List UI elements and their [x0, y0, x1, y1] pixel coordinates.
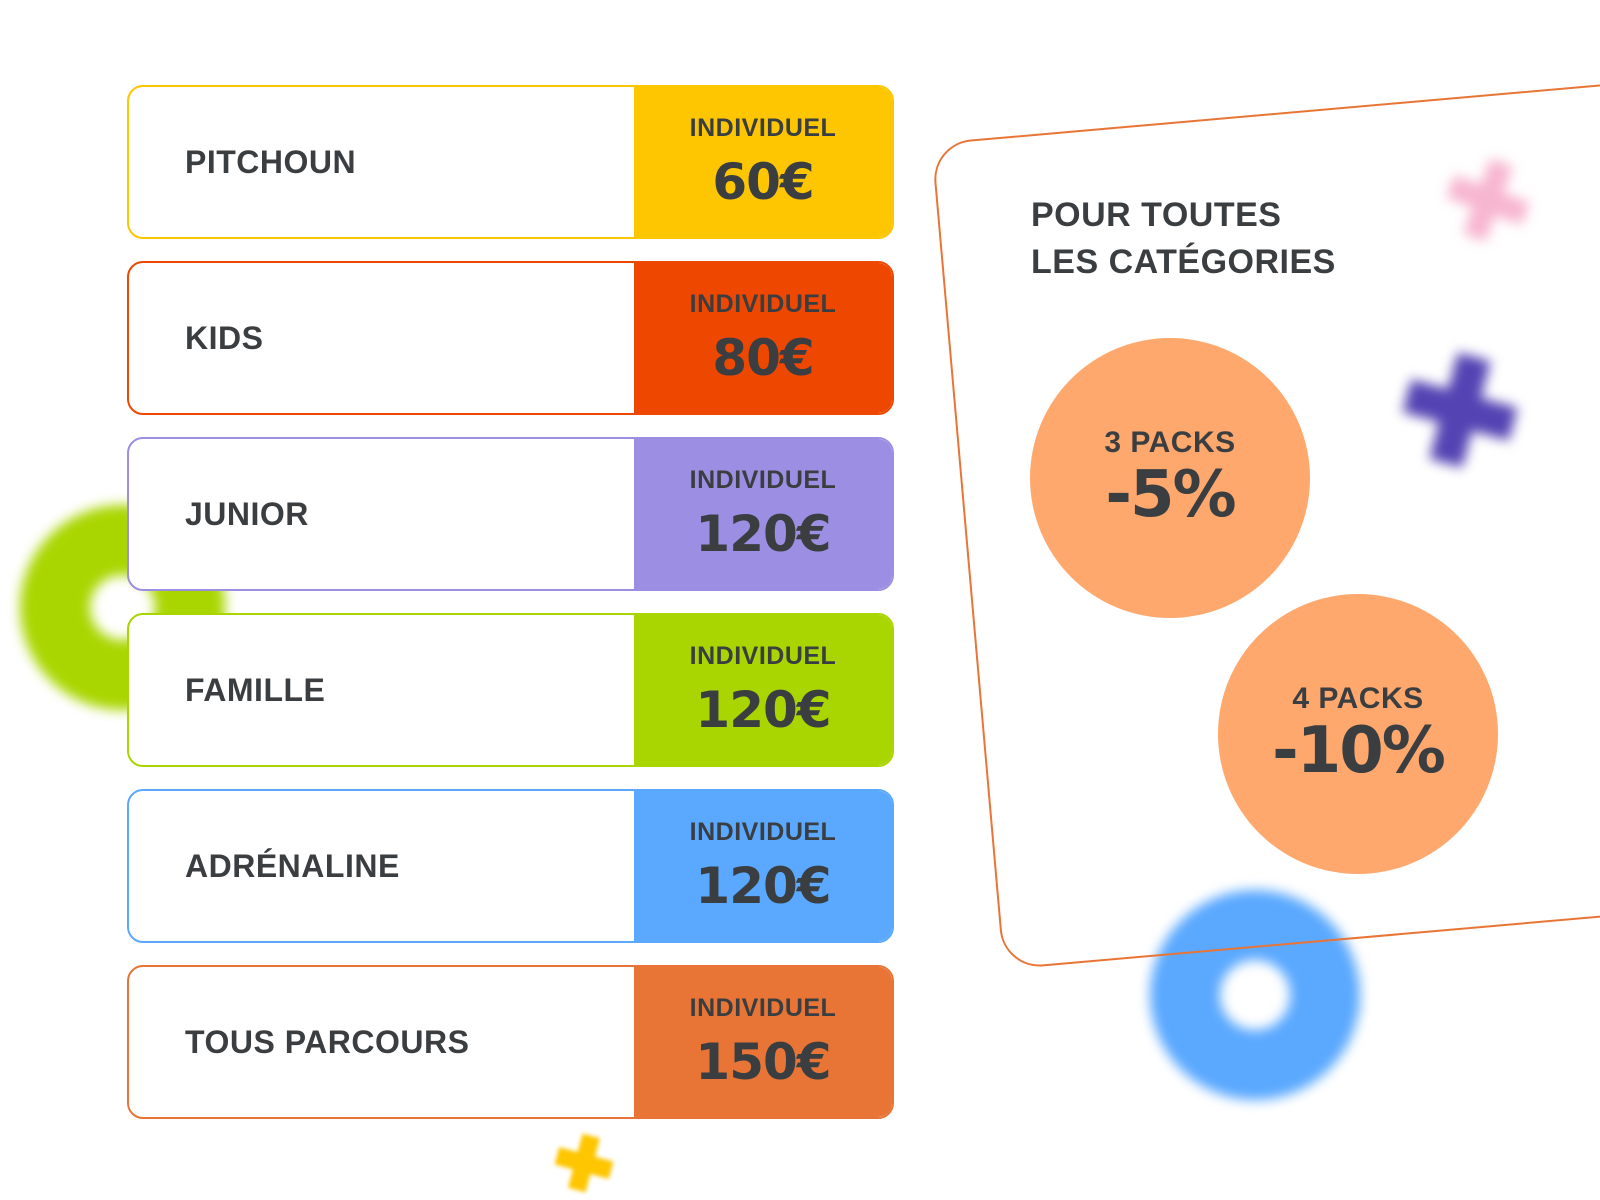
category-name: ADRÉNALINE	[185, 847, 400, 884]
price-card: KIDS INDIVIDUEL 80€	[127, 261, 894, 415]
price-label: INDIVIDUEL	[689, 113, 837, 142]
price-label: INDIVIDUEL	[689, 641, 837, 670]
price-panel: INDIVIDUEL 60€	[634, 87, 892, 237]
price-card: JUNIOR INDIVIDUEL 120€	[127, 437, 894, 591]
category-name: PITCHOUN	[185, 143, 357, 180]
discount-badge-4-packs: 4 PACKS -10%	[1218, 594, 1498, 874]
price-card: ADRÉNALINE INDIVIDUEL 120€	[127, 789, 894, 943]
price-label: INDIVIDUEL	[689, 465, 837, 494]
discount-title-line1: POUR TOUTES	[1031, 196, 1282, 234]
yellow-plus-icon	[550, 1129, 619, 1198]
packs-label: 4 PACKS	[1292, 682, 1424, 715]
price-value: 120€	[695, 856, 831, 915]
discount-title-line2: LES CATÉGORIES	[1031, 243, 1336, 281]
price-panel: INDIVIDUEL 80€	[634, 263, 892, 413]
price-panel: INDIVIDUEL 120€	[634, 615, 892, 765]
price-value: 60€	[712, 152, 814, 211]
price-label: INDIVIDUEL	[689, 289, 837, 318]
discount-badge-3-packs: 3 PACKS -5%	[1030, 338, 1310, 618]
category-name: FAMILLE	[185, 671, 326, 708]
price-card: FAMILLE INDIVIDUEL 120€	[127, 613, 894, 767]
category-name: TOUS PARCOURS	[185, 1023, 470, 1060]
price-value: 150€	[695, 1032, 831, 1091]
price-value: 120€	[695, 504, 831, 563]
discount-percent: -10%	[1272, 714, 1446, 788]
discount-title: POUR TOUTES LES CATÉGORIES	[1031, 192, 1336, 286]
price-label: INDIVIDUEL	[689, 993, 837, 1022]
price-card: PITCHOUN INDIVIDUEL 60€	[127, 85, 894, 239]
price-panel: INDIVIDUEL 120€	[634, 439, 892, 589]
price-label: INDIVIDUEL	[689, 817, 837, 846]
packs-label: 3 PACKS	[1104, 426, 1236, 459]
price-card: TOUS PARCOURS INDIVIDUEL 150€	[127, 965, 894, 1119]
price-panel: INDIVIDUEL 150€	[634, 967, 892, 1117]
category-name: KIDS	[185, 319, 264, 356]
category-name: JUNIOR	[185, 495, 309, 532]
price-value: 80€	[712, 328, 814, 387]
price-value: 120€	[695, 680, 831, 739]
discount-percent: -5%	[1105, 458, 1236, 532]
price-panel: INDIVIDUEL 120€	[634, 791, 892, 941]
